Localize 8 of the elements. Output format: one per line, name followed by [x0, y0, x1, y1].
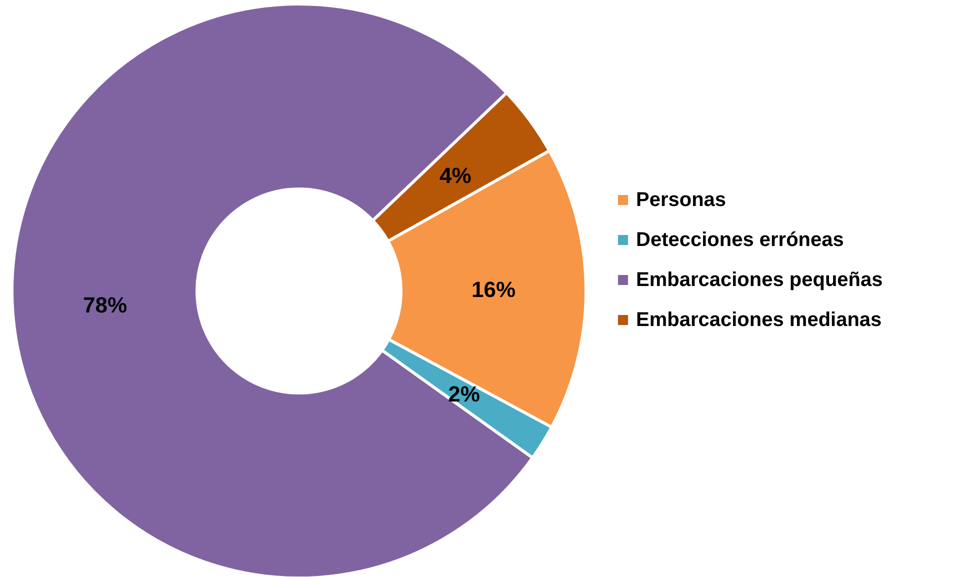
data-label: 2% [448, 381, 480, 406]
data-label: 78% [82, 292, 128, 318]
data-label: 16% [471, 276, 516, 302]
data-label: 4% [440, 162, 472, 188]
legend-label: Embarcaciones medianas [636, 309, 882, 331]
legend-label: Personas [636, 189, 726, 211]
legend-label: Embarcaciones pequeñas [636, 269, 883, 291]
legend-label: Detecciones erróneas [636, 229, 844, 251]
